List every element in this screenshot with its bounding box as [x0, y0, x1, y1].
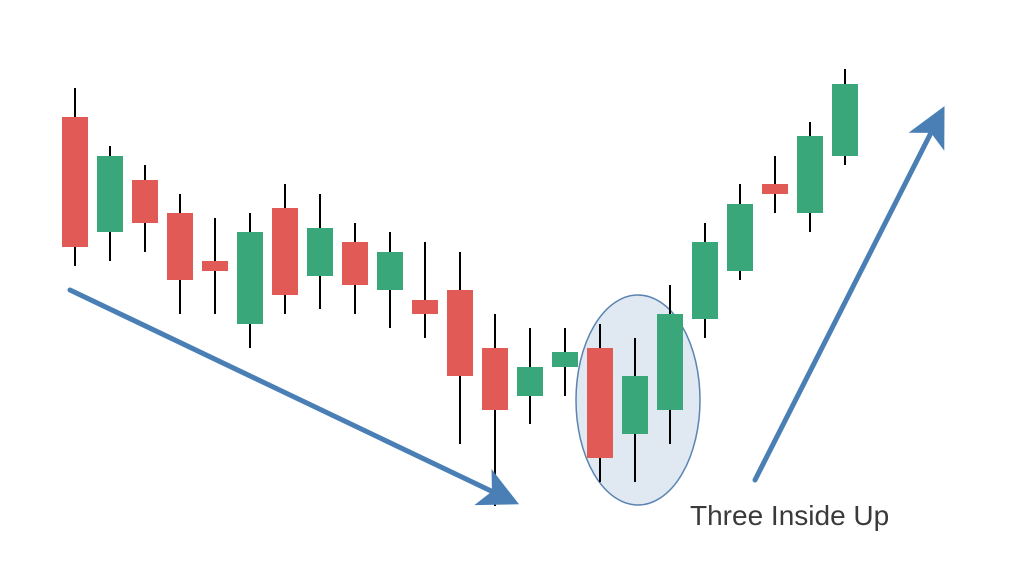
candle-body: [132, 180, 158, 223]
candle-body: [622, 376, 648, 434]
uptrend-arrow: [755, 115, 940, 480]
candle-body: [517, 367, 543, 396]
downtrend-arrow: [70, 290, 510, 500]
candle-body: [447, 290, 473, 376]
candle-body: [552, 352, 578, 366]
candle-body: [727, 204, 753, 271]
candle-body: [587, 348, 613, 458]
candle-wick: [494, 314, 495, 506]
candle-body: [377, 252, 403, 290]
chart-svg-underlay: [0, 0, 1024, 576]
candle-body: [762, 184, 788, 194]
candle-body: [412, 300, 438, 314]
candle-body: [657, 314, 683, 410]
pattern-label: Three Inside Up: [690, 500, 889, 532]
candle-body: [237, 232, 263, 323]
candle-body: [797, 136, 823, 213]
candle-body: [342, 242, 368, 285]
candle-body: [62, 117, 88, 247]
candle-body: [97, 156, 123, 233]
candle-body: [167, 213, 193, 280]
candle-body: [482, 348, 508, 410]
candle-body: [692, 242, 718, 319]
chart-svg-overlay: [0, 0, 1024, 576]
candle-wick: [424, 242, 425, 338]
candlestick-chart: Three Inside Up: [0, 0, 1024, 576]
candle-body: [832, 84, 858, 156]
candle-body: [307, 228, 333, 276]
candle-body: [272, 208, 298, 294]
candle-body: [202, 261, 228, 271]
